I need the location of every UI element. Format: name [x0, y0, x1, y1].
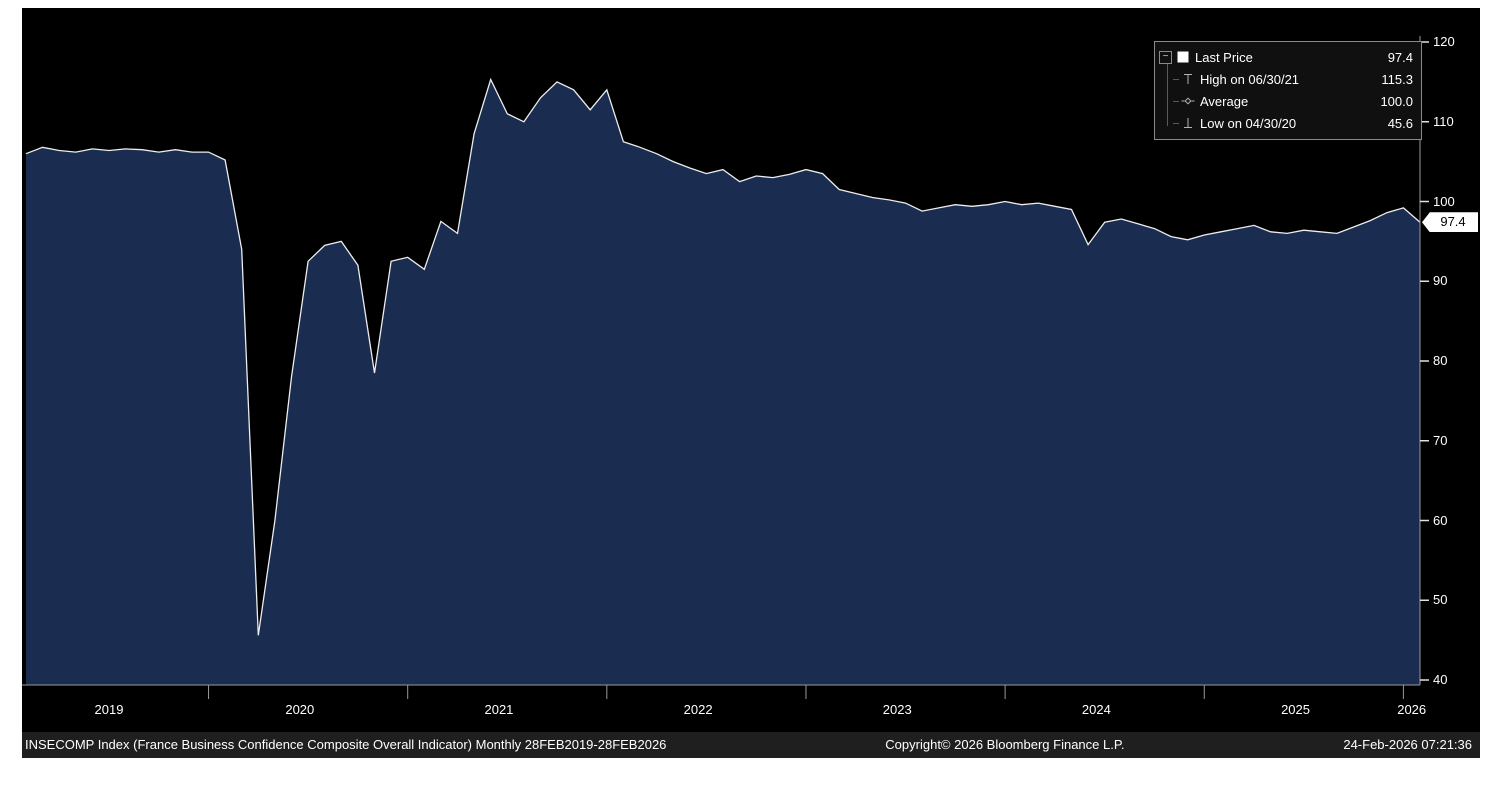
- timestamp: 24-Feb-2026 07:21:36: [1343, 737, 1472, 752]
- legend-row-high: High on 06/30/21 115.3: [1159, 68, 1413, 90]
- last-price-value: 97.4: [1440, 214, 1466, 230]
- last-price-tag: 97.4: [1422, 212, 1478, 233]
- legend-row-low: Low on 04/30/20 45.6: [1159, 112, 1413, 134]
- legend-value: 100.0: [1380, 93, 1413, 109]
- copyright-text: Copyright© 2026 Bloomberg Finance L.P.: [885, 737, 1125, 752]
- confidence-area: [26, 79, 1420, 685]
- chart-description: INSECOMP Index (France Business Confiden…: [25, 737, 667, 752]
- legend-collapse-icon[interactable]: −: [1159, 50, 1172, 64]
- legend-label: High on 06/30/21: [1200, 71, 1300, 87]
- legend-row-last-price: − Last Price 97.4: [1159, 46, 1413, 68]
- legend-label: Last Price: [1195, 49, 1253, 65]
- high-marker-icon: [1181, 72, 1195, 86]
- status-bar: INSECOMP Index (France Business Confiden…: [22, 732, 1480, 758]
- legend-value: 97.4: [1387, 49, 1413, 65]
- average-marker-icon: [1181, 94, 1195, 108]
- bloomberg-chart-window: 40 50 60 70 80 90 100 110 120 2019 2020 2021 2022 20…: [22, 8, 1480, 758]
- legend-label: Low on 04/30/20: [1200, 115, 1297, 131]
- confidence-line: [25, 77, 1421, 636]
- last-price-square-icon: [1176, 50, 1190, 64]
- legend-row-average: Average 100.0: [1159, 90, 1413, 112]
- low-marker-icon: [1181, 116, 1195, 130]
- legend-value: 115.3: [1381, 71, 1413, 87]
- legend-label: Average: [1200, 93, 1249, 109]
- chart-legend[interactable]: − Last Price 97.4 High on 06/30/21 115.3…: [1154, 41, 1422, 140]
- legend-value: 45.6: [1387, 115, 1413, 131]
